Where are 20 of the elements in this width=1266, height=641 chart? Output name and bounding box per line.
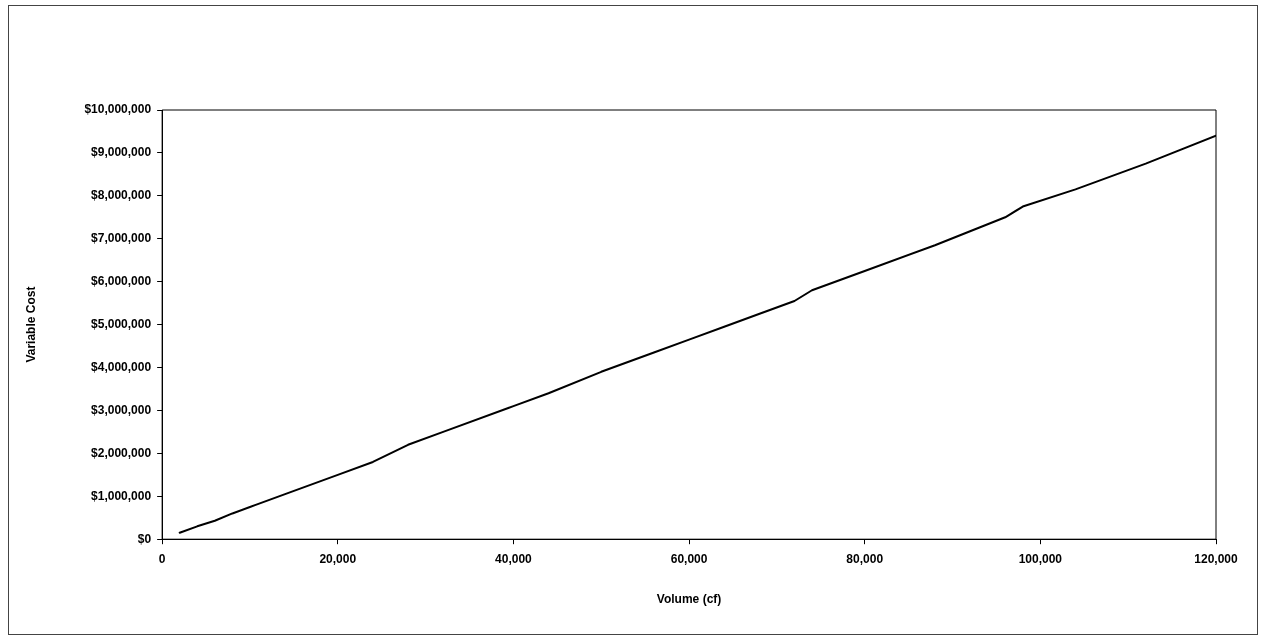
y-axis-title: Variable Cost — [23, 286, 38, 363]
x-tick-label: 60,000 — [670, 551, 708, 566]
x-axis-title: Volume (cf) — [656, 592, 722, 607]
x-tick-label: 120,000 — [1194, 551, 1239, 566]
y-tick-label: $9,000,000 — [91, 145, 152, 160]
y-tick-label: $1,000,000 — [91, 488, 152, 503]
y-tick-label: $8,000,000 — [91, 188, 152, 203]
y-tick-label: $0 — [137, 531, 152, 546]
y-tick-label: $5,000,000 — [91, 316, 152, 331]
y-tick-label: $2,000,000 — [91, 445, 152, 460]
y-tick-label: $10,000,000 — [84, 102, 152, 117]
y-tick-label: $6,000,000 — [91, 273, 152, 288]
x-tick-label: 20,000 — [319, 551, 357, 566]
y-tick-label: $3,000,000 — [91, 402, 152, 417]
y-tick-label: $7,000,000 — [91, 231, 152, 246]
x-tick-label: 0 — [158, 551, 166, 566]
y-tick-label: $4,000,000 — [91, 359, 152, 374]
x-tick-label: 40,000 — [495, 551, 533, 566]
x-tick-label: 80,000 — [846, 551, 884, 566]
x-tick-label: 100,000 — [1018, 551, 1063, 566]
